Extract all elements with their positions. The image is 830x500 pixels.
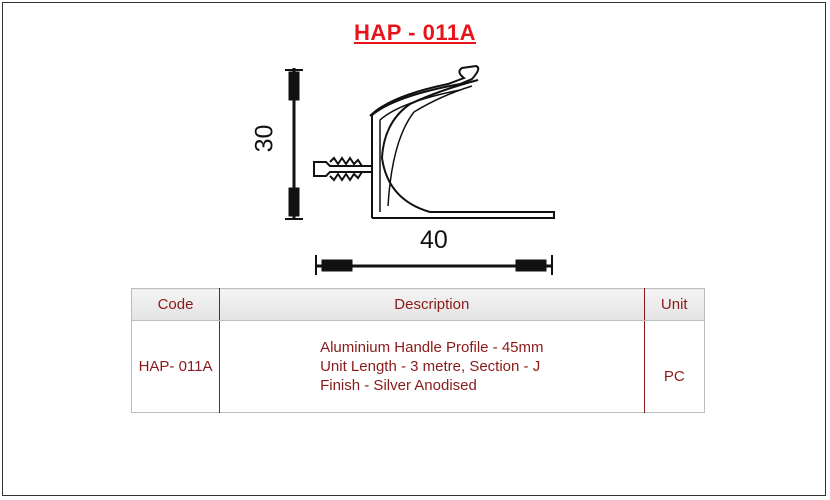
table-row: HAP- 011A Aluminium Handle Profile - 45m… <box>131 320 705 413</box>
description-line: Unit Length - 3 metre, Section - J <box>320 358 541 375</box>
product-title: HAP - 011A <box>354 20 476 45</box>
width-dimension <box>315 255 553 275</box>
arrow-right-icon <box>515 259 547 272</box>
arrow-left-icon <box>321 259 353 272</box>
cell-code: HAP- 011A <box>131 320 221 413</box>
cell-description: Aluminium Handle Profile - 45mm Unit Len… <box>219 320 645 413</box>
cell-unit: PC <box>644 320 705 413</box>
arrow-top-icon <box>288 71 300 101</box>
arrow-bottom-icon <box>288 187 300 217</box>
width-dimension-label: 40 <box>420 226 448 254</box>
table-header-row: Code Description Unit <box>131 288 705 321</box>
product-spec-table: Code Description Unit HAP- 011A Aluminiu… <box>131 288 705 413</box>
description-line: Aluminium Handle Profile - 45mm <box>320 339 544 356</box>
header-description: Description <box>219 288 645 321</box>
header-code: Code <box>131 288 221 321</box>
height-dimension <box>285 68 303 220</box>
j-profile-section <box>313 64 555 219</box>
header-unit: Unit <box>644 288 705 321</box>
height-dimension-label: 30 <box>250 124 279 153</box>
description-line: Finish - Silver Anodised <box>320 377 477 394</box>
